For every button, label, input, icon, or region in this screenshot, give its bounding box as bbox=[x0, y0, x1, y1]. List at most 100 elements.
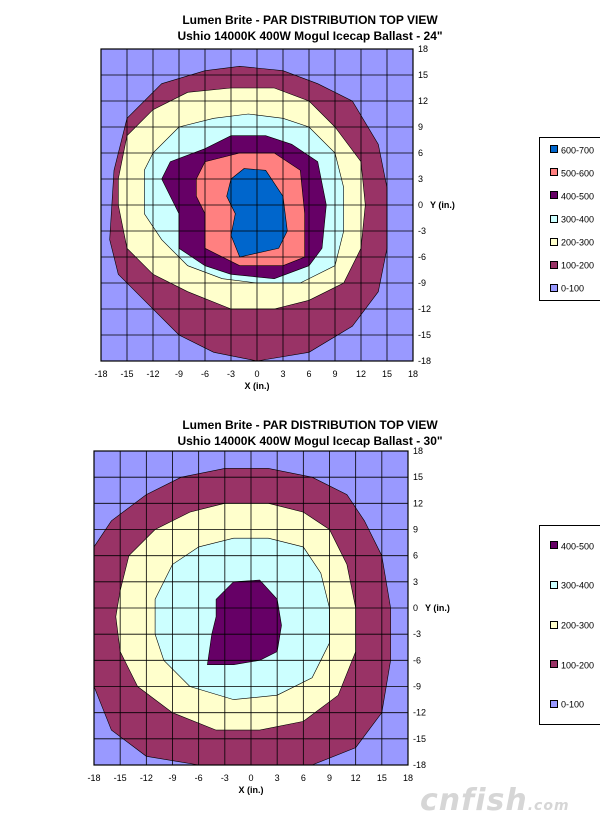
chart-1-y-tick-label: 6 bbox=[418, 148, 423, 158]
chart-1-x-axis-label: X (in.) bbox=[245, 381, 270, 391]
chart-1-title-line: Lumen Brite - PAR DISTRIBUTION TOP VIEW bbox=[182, 13, 438, 27]
chart-2-legend-item-0-100: 0-100 bbox=[550, 698, 584, 710]
chart-1-y-axis-label: Y (in.) bbox=[430, 200, 455, 210]
chart-2-subtitle-line: Ushio 14000K 400W Mogul Icecap Ballast -… bbox=[177, 434, 443, 448]
chart-1-x-tick-label: -15 bbox=[120, 369, 133, 379]
chart-1-y-tick-label: 0 bbox=[418, 200, 423, 210]
chart-2-background-0-100 bbox=[93, 450, 409, 766]
chart-2-x-tick-label: -6 bbox=[195, 773, 203, 783]
chart-1-y-tick-label: -12 bbox=[418, 304, 431, 314]
chart-1-legend-label: 300-400 bbox=[561, 214, 595, 225]
chart-1-y-tick-label: 15 bbox=[418, 70, 428, 80]
chart-1-legend-swatch bbox=[550, 168, 558, 177]
chart-1-y-tick-label: -18 bbox=[418, 356, 431, 366]
chart-1-y-tick-label: 3 bbox=[418, 174, 423, 184]
chart-2-y-tick-label: -12 bbox=[413, 708, 426, 718]
chart-2-y-tick-label: -15 bbox=[413, 734, 426, 744]
chart-2-contour-400-500 bbox=[207, 579, 282, 666]
chart-2-y-tick-label: -3 bbox=[413, 629, 421, 639]
chart-2-y-tick-label: 6 bbox=[413, 551, 418, 561]
chart-2-x-tick-label: -9 bbox=[168, 773, 176, 783]
chart-1-legend-label: 100-200 bbox=[561, 260, 595, 271]
chart-1-y-tick-label: -9 bbox=[418, 278, 426, 288]
chart-2-y-tick-label: 3 bbox=[413, 577, 418, 587]
chart-1-title: Lumen Brite - PAR DISTRIBUTION TOP VIEW … bbox=[100, 12, 520, 44]
chart-2-legend: 400-500 300-400 200-300 100-200 0-100 bbox=[539, 525, 600, 725]
chart-2-title: Lumen Brite - PAR DISTRIBUTION TOP VIEW … bbox=[100, 417, 520, 449]
chart-2-contour-300-400 bbox=[154, 537, 330, 700]
chart-2-y-tick-label: 0 bbox=[413, 603, 418, 613]
chart-1-legend-item-400-500: 400-500 bbox=[550, 190, 594, 202]
chart-2-legend-swatch bbox=[550, 620, 558, 629]
watermark: cnfish.com bbox=[420, 783, 570, 818]
chart-2-x-tick-label: -15 bbox=[114, 773, 127, 783]
chart-2-x-tick-label: 6 bbox=[301, 773, 306, 783]
chart-1-legend-swatch bbox=[550, 191, 558, 200]
chart-1-x-tick-label: 18 bbox=[408, 369, 418, 379]
chart-2-legend-label: 400-500 bbox=[561, 541, 595, 552]
chart-2-x-tick-label: 0 bbox=[248, 773, 253, 783]
chart-2-x-tick-label: 9 bbox=[327, 773, 332, 783]
chart-2-y-tick-label: 15 bbox=[413, 472, 423, 482]
chart-2-x-tick-label: 15 bbox=[377, 773, 387, 783]
chart-1-legend-item-300-400: 300-400 bbox=[550, 213, 594, 225]
chart-2-y-tick-label: -18 bbox=[413, 760, 426, 770]
chart-2-legend-label: 300-400 bbox=[561, 581, 595, 592]
chart-1-plot-border bbox=[100, 48, 414, 362]
chart-2-legend-item-400-500: 400-500 bbox=[550, 540, 594, 552]
chart-1-x-tick-label: -6 bbox=[201, 369, 209, 379]
chart-2-x-tick-label: -3 bbox=[221, 773, 229, 783]
chart-1-legend-swatch bbox=[550, 260, 558, 269]
chart-1-legend-swatch bbox=[550, 237, 558, 246]
chart-2-title-line: Lumen Brite - PAR DISTRIBUTION TOP VIEW bbox=[182, 418, 438, 432]
chart-1-y-tick-label: -15 bbox=[418, 330, 431, 340]
chart-2-legend-swatch bbox=[550, 541, 558, 550]
chart-1-subtitle-line: Ushio 14000K 400W Mogul Icecap Ballast -… bbox=[177, 29, 443, 43]
chart-1-x-tick-label: 0 bbox=[254, 369, 259, 379]
chart-1-legend-label: 0-100 bbox=[561, 284, 585, 295]
chart-2-contour-100-200 bbox=[93, 468, 391, 766]
chart-1-y-tick-label: 9 bbox=[418, 122, 423, 132]
chart-1-x-tick-label: 15 bbox=[382, 369, 392, 379]
chart-1-legend-label: 500-600 bbox=[561, 168, 595, 179]
chart-2-x-tick-label: 12 bbox=[351, 773, 361, 783]
chart-1-legend-label: 600-700 bbox=[561, 145, 595, 156]
chart-1-plot: -18 -15 -12 -9 -6 -3 0 3 6 9 12 15 18 18 15 12 9 6 3 0 -3 -6 -… bbox=[94, 44, 455, 391]
chart-2-x-tick-label: 3 bbox=[275, 773, 280, 783]
chart-1-legend-item-0-100: 0-100 bbox=[550, 282, 584, 294]
chart-1-x-tick-label: -18 bbox=[94, 369, 107, 379]
chart-2-x-tick-label: 18 bbox=[403, 773, 413, 783]
chart-2-legend-label: 200-300 bbox=[561, 620, 595, 631]
chart-1-y-tick-label: -3 bbox=[418, 226, 426, 236]
chart-2-y-tick-label: -6 bbox=[413, 655, 421, 665]
chart-1-legend-item-500-600: 500-600 bbox=[550, 167, 594, 179]
chart-1-legend-label: 400-500 bbox=[561, 191, 595, 202]
chart-1-legend-item-100-200: 100-200 bbox=[550, 259, 594, 271]
chart-1-legend-swatch bbox=[550, 214, 558, 223]
chart-1-y-tick-label: -6 bbox=[418, 252, 426, 262]
chart-2-legend-item-200-300: 200-300 bbox=[550, 619, 594, 631]
chart-1-legend: 600-700 500-600 400-500 300-400 200-300 100-2… bbox=[539, 137, 600, 301]
chart-2-legend-item-300-400: 300-400 bbox=[550, 579, 594, 591]
chart-2-contour-200-300 bbox=[115, 502, 357, 731]
chart-1-x-tick-label: 3 bbox=[280, 369, 285, 379]
chart-1-x-tick-label: -9 bbox=[175, 369, 183, 379]
chart-1-x-tick-label: 12 bbox=[356, 369, 366, 379]
chart-2-plot-border bbox=[93, 450, 409, 766]
chart-2-x-tick-label: -12 bbox=[140, 773, 153, 783]
chart-1-y-tick-label: 18 bbox=[418, 44, 428, 54]
chart-1-legend-label: 200-300 bbox=[561, 237, 595, 248]
chart-2-x-tick-label: -18 bbox=[87, 773, 100, 783]
chart-1-legend-item-600-700: 600-700 bbox=[550, 144, 594, 156]
chart-1-legend-swatch bbox=[550, 284, 558, 293]
chart-2-y-axis-label: Y (in.) bbox=[425, 603, 450, 613]
chart-2-legend-swatch bbox=[550, 581, 558, 590]
chart-1-x-tick-label: -12 bbox=[146, 369, 159, 379]
chart-1-x-tick-label: 6 bbox=[306, 369, 311, 379]
chart-2-y-tick-label: -9 bbox=[413, 682, 421, 692]
chart-2-legend-swatch bbox=[550, 699, 558, 708]
chart-2-legend-item-100-200: 100-200 bbox=[550, 659, 594, 671]
chart-1-x-tick-label: 9 bbox=[332, 369, 337, 379]
chart-2-y-tick-label: 9 bbox=[413, 525, 418, 535]
chart-2-legend-label: 100-200 bbox=[561, 660, 595, 671]
